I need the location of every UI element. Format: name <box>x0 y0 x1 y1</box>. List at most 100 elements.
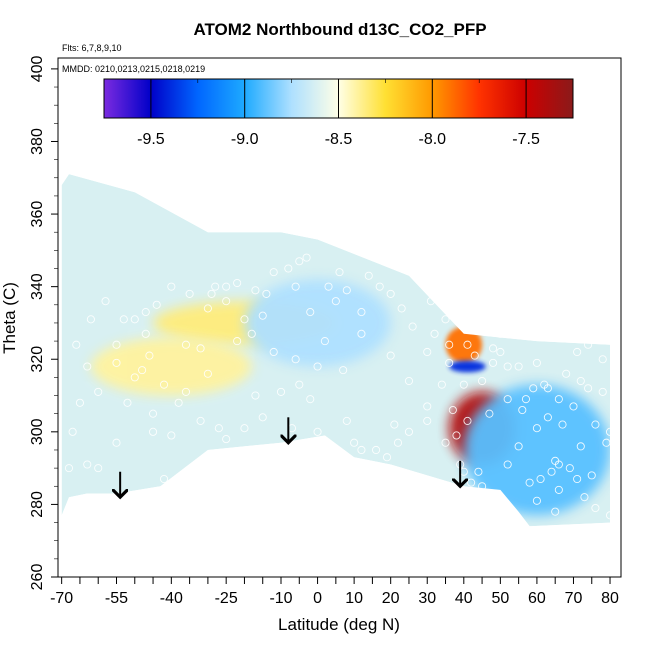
colorbar-tick-label: -9.0 <box>231 131 259 148</box>
colorbar-tick-label: -7.5 <box>512 131 540 148</box>
sample-point <box>423 347 432 357</box>
sample-point <box>587 471 596 480</box>
sample-point <box>251 391 260 400</box>
sample-point <box>342 416 351 425</box>
sample-point <box>565 464 574 473</box>
sample-point <box>390 420 399 429</box>
sample-point <box>554 395 563 404</box>
y-axis: 260 280 300 320 340 360 380 400 <box>29 55 58 590</box>
y-tick-label: 280 <box>29 491 46 518</box>
sample-point <box>331 297 340 306</box>
sample-point <box>412 271 421 280</box>
y-tick-label: 340 <box>29 273 46 300</box>
sample-point <box>119 315 128 324</box>
sample-point <box>496 347 505 357</box>
x-tick-label: -55 <box>105 590 128 607</box>
sample-point <box>203 304 212 313</box>
sample-point <box>112 340 121 349</box>
sample-point <box>602 438 611 447</box>
sample-point <box>291 282 300 291</box>
sample-point <box>386 289 395 298</box>
sample-point <box>452 431 461 440</box>
sample-point <box>437 380 446 389</box>
sample-point <box>251 286 260 295</box>
y-tick-label: 260 <box>29 564 46 591</box>
sample-point <box>478 482 487 491</box>
sample-point <box>525 478 534 487</box>
sample-point <box>408 322 417 331</box>
sample-point <box>174 398 183 407</box>
sample-point <box>569 402 578 411</box>
colorbar-tick-label: -9.5 <box>137 131 165 148</box>
sample-point <box>459 380 468 389</box>
sample-point <box>159 474 169 484</box>
sample-point <box>313 427 322 436</box>
chart-title: ATOM2 Northbound d13C_CO2_PFP <box>193 20 486 39</box>
sample-point <box>83 460 92 469</box>
sample-point <box>503 395 512 404</box>
sample-point <box>423 402 432 411</box>
sample-point <box>141 329 150 338</box>
sample-point <box>302 253 311 262</box>
sample-point <box>258 413 267 422</box>
y-tick-label: 320 <box>29 346 46 373</box>
sample-point <box>536 474 545 484</box>
sample-point <box>357 445 366 455</box>
sample-point <box>503 460 512 469</box>
x-tick-label: 80 <box>601 590 619 607</box>
sample-point <box>83 362 92 371</box>
sample-point <box>551 456 560 465</box>
sample-point <box>324 282 333 291</box>
sample-point <box>562 369 571 378</box>
sample-point <box>404 376 414 386</box>
sample-point <box>397 304 406 313</box>
sample-point <box>145 351 154 360</box>
sample-point <box>276 387 286 396</box>
sample-point <box>112 438 121 447</box>
sample-point <box>159 380 169 389</box>
colorbar-tick-label: -8.5 <box>325 131 353 148</box>
sample-point <box>591 503 600 513</box>
y-tick-label: 380 <box>29 128 46 155</box>
sample-point <box>598 355 607 364</box>
sample-point <box>474 315 483 324</box>
sample-point <box>584 340 593 349</box>
sample-point <box>295 257 304 266</box>
sample-point <box>386 351 395 360</box>
sample-point <box>112 358 121 367</box>
sample-point <box>214 424 223 433</box>
sample-point <box>584 384 593 393</box>
sample-point <box>138 366 147 375</box>
sample-point <box>532 358 541 367</box>
sample-point <box>306 308 315 317</box>
x-tick-label: 50 <box>491 590 509 607</box>
sample-point <box>68 427 77 436</box>
dates-label: MMDD: 0210,0213,0215,0218,0219 <box>62 64 205 74</box>
sample-point <box>448 405 457 415</box>
sample-point <box>540 380 549 389</box>
sample-point <box>478 376 487 386</box>
y-tick-label: 400 <box>29 55 46 82</box>
field-layer <box>61 174 610 527</box>
sample-point <box>222 297 231 306</box>
x-tick-label: 20 <box>382 590 400 607</box>
anomaly-patch <box>244 279 391 367</box>
anomaly-patch <box>449 360 486 373</box>
sample-point <box>426 297 435 306</box>
sample-point <box>167 431 176 440</box>
sample-point <box>532 496 541 505</box>
sample-point <box>342 286 351 295</box>
sample-point <box>141 308 150 317</box>
sample-point <box>335 268 344 277</box>
x-axis-label: Latitude (deg N) <box>278 615 400 634</box>
sample-point <box>357 308 366 317</box>
sample-point <box>101 297 110 306</box>
x-tick-label: -70 <box>50 590 73 607</box>
x-tick-label: 10 <box>345 590 363 607</box>
sample-point <box>75 398 84 407</box>
sample-point <box>470 351 479 360</box>
sample-point <box>72 340 81 349</box>
sample-point <box>518 405 527 415</box>
sample-point <box>222 435 231 444</box>
sample-point <box>485 409 494 418</box>
